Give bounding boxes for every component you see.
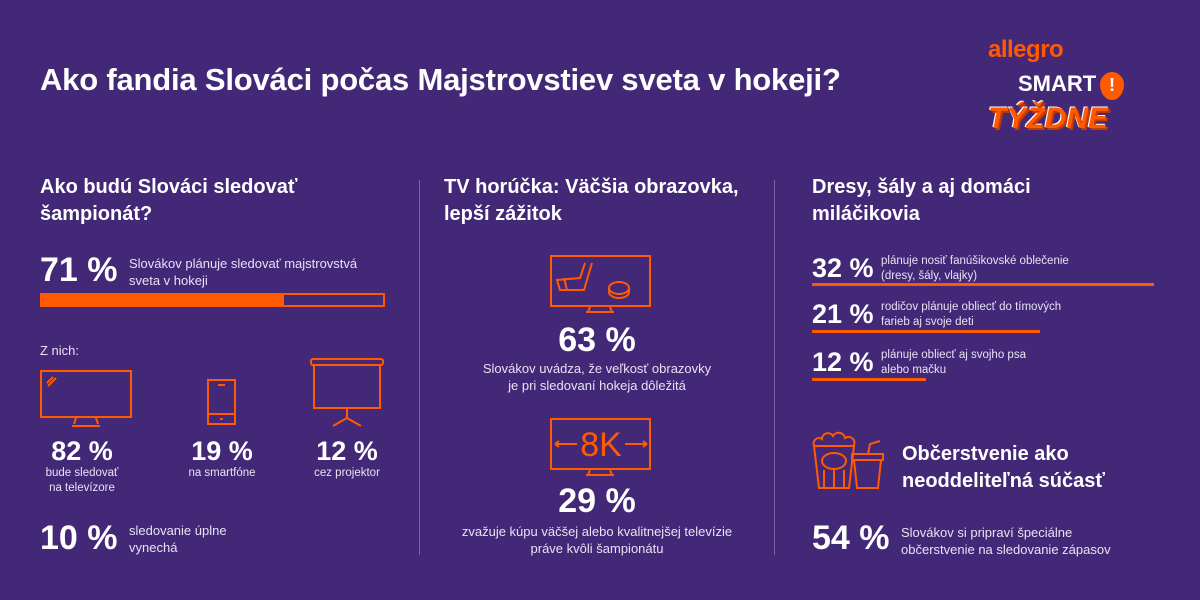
device-stat-projector: 12 % cez projektor	[285, 436, 409, 481]
text-line: bude sledovať	[45, 467, 119, 479]
heading-line: Ako budú Slováci sledovať	[40, 176, 298, 198]
popcorn-drink-icon	[812, 431, 884, 489]
tv-8k-icon: 8K	[550, 418, 651, 476]
text-line: Slovákov si pripraví špeciálne	[901, 525, 1073, 540]
stat-text: Slovákov si pripraví špeciálne občerstve…	[901, 524, 1111, 558]
stat-value: 21 %	[812, 299, 874, 329]
column-divider	[419, 180, 420, 555]
text-line: cez projektor	[314, 467, 380, 479]
stat-value: 19 %	[191, 436, 253, 466]
text-line: sledovanie úplne	[129, 523, 227, 538]
text-line: na smartfóne	[188, 467, 256, 479]
progress-fill	[42, 295, 285, 305]
stat-line	[812, 283, 1154, 286]
heading-line: Dresy, šály a aj domáci	[812, 176, 1031, 198]
text-line: Slovákov plánuje sledovať majstrovstvá	[129, 256, 358, 271]
text-line: Slovákov uvádza, že veľkosť obrazovky	[482, 361, 712, 376]
text-line: plánuje obliecť aj svojho psa	[881, 349, 1026, 361]
heading-line: šampionát?	[40, 203, 153, 225]
logo-smart: SMART	[1018, 71, 1097, 96]
stat-value: 12 %	[812, 347, 874, 377]
stat-value: 71 %	[40, 251, 118, 289]
text-line: farieb aj svoje deti	[881, 316, 974, 328]
exclamation-pin-icon: !	[1100, 72, 1124, 100]
stat-text: Slovákov plánuje sledovať majstrovstvá s…	[129, 255, 357, 289]
allegro-logo: allegro SMART ! TÝŽDNE	[988, 36, 1158, 146]
8k-label: 8K	[580, 426, 622, 464]
heading-line: Občerstvenie ako	[902, 443, 1069, 465]
stat-text: rodičov plánuje obliecť do tímových farie…	[881, 300, 1171, 330]
logo-tyzdne: TÝŽDNE	[988, 102, 1108, 135]
stat-text: plánuje nosiť fanúšikovské oblečenie (dre…	[881, 254, 1171, 284]
column-divider	[774, 180, 775, 555]
stat-value: 10 %	[40, 519, 118, 557]
text-line: vynechá	[129, 540, 178, 555]
stat-value: 12 %	[316, 436, 378, 466]
text-line: sveta v hokeji	[129, 273, 208, 288]
text-line: (dresy, šály, vlajky)	[881, 270, 978, 282]
sub-label: Z nich:	[40, 343, 80, 358]
stat-text: plánuje obliecť aj svojho psa alebo mačku	[881, 348, 1171, 378]
page-title: Ako fandia Slováci počas Majstrovstiev s…	[40, 62, 841, 97]
smartphone-icon	[207, 379, 236, 425]
text-line: občerstvenie na sledovanie zápasov	[901, 542, 1111, 557]
stat-value: 32 %	[812, 253, 874, 283]
text-line: zvažuje kúpu väčšej alebo kvalitnejšej t…	[461, 524, 733, 539]
col2-heading: TV horúčka: Väčšia obrazovka, lepší záži…	[444, 174, 739, 228]
snack-heading: Občerstvenie ako neoddeliteľná súčasť	[902, 441, 1105, 495]
heading-line: miláčikovia	[812, 203, 920, 225]
tv-hockey-icon	[550, 255, 651, 313]
text-line: na televízore	[49, 482, 115, 494]
heading-line: TV horúčka: Väčšia obrazovka,	[444, 176, 739, 198]
heading-line: lepší zážitok	[444, 203, 562, 225]
heading-line: neoddeliteľná súčasť	[902, 470, 1105, 492]
tv-icon	[40, 370, 132, 427]
stat-line	[812, 330, 1040, 333]
col3-heading: Dresy, šály a aj domáci miláčikovia	[812, 174, 1031, 228]
logo-allegro: allegro	[988, 36, 1064, 63]
text-line: práve kvôli šampionátu	[530, 541, 664, 556]
stat-value: 82 %	[51, 436, 113, 466]
text-line: plánuje nosiť fanúšikovské oblečenie	[881, 255, 1069, 267]
stat-tv-upgrade: 29 % zvažuje kúpu väčšej alebo kvalitnej…	[437, 483, 757, 557]
device-stat-tv: 82 % bude sledovať na televízore	[20, 436, 144, 496]
stat-value: 29 %	[558, 482, 636, 520]
device-stat-smartphone: 19 % na smartfóne	[160, 436, 284, 481]
text-line: rodičov plánuje obliecť do tímových	[881, 301, 1062, 313]
text-line: alebo mačku	[881, 364, 947, 376]
stat-text: sledovanie úplne vynechá	[129, 522, 227, 556]
stat-value: 63 %	[558, 321, 636, 359]
stat-value: 54 %	[812, 519, 890, 557]
stat-line	[812, 378, 926, 381]
progress-bar	[40, 293, 385, 307]
col1-heading: Ako budú Slováci sledovať šampionát?	[40, 174, 297, 228]
text-line: je pri sledovaní hokeja dôležitá	[508, 378, 686, 393]
projector-icon	[310, 358, 384, 427]
stat-screen-size: 63 % Slovákov uvádza, že veľkosť obrazov…	[447, 322, 747, 394]
